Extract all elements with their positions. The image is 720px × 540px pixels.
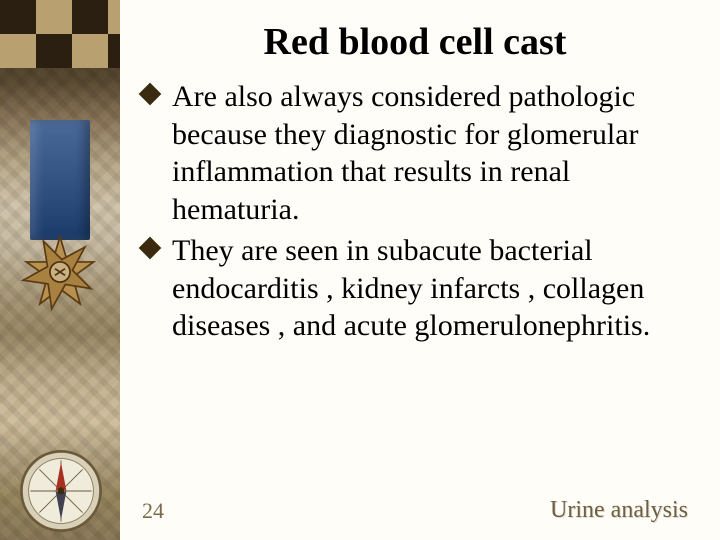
chessboard-icon (0, 0, 120, 68)
ribbon-icon (30, 120, 90, 240)
bullet-text: They are seen in subacute bacterial endo… (172, 234, 650, 342)
decorative-left-strip (0, 0, 120, 540)
bullet-item: They are seen in subacute bacterial endo… (142, 232, 692, 345)
slide-body: Are also always considered pathologic be… (138, 78, 692, 497)
medal-icon (18, 230, 102, 314)
slide-title: Red blood cell cast (138, 20, 692, 64)
bullet-text: Are also always considered pathologic be… (172, 80, 639, 226)
diamond-bullet-icon (139, 237, 162, 260)
compass-icon (16, 446, 106, 536)
slide-footer: 24 Urine analysis (138, 497, 692, 526)
slide: Red blood cell cast Are also always cons… (0, 0, 720, 540)
page-number: 24 (142, 498, 164, 524)
footer-label: Urine analysis (550, 497, 688, 524)
bullet-item: Are also always considered pathologic be… (142, 78, 692, 228)
content-area: Red blood cell cast Are also always cons… (120, 0, 720, 540)
diamond-bullet-icon (139, 83, 162, 106)
